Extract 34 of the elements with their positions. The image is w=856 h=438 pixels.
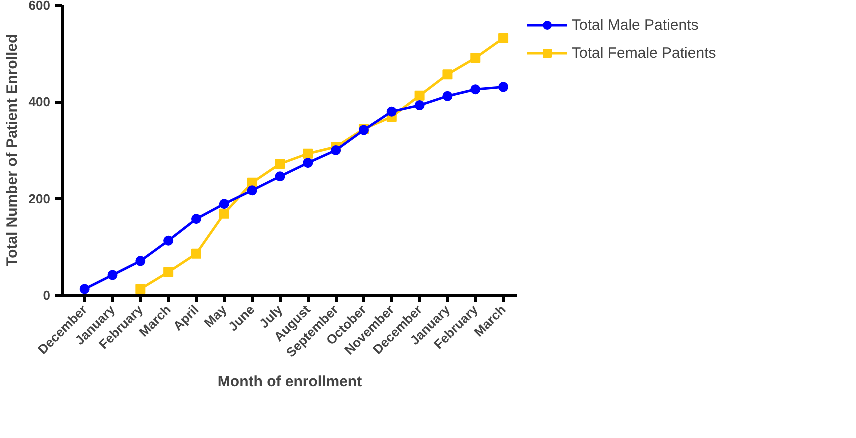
point [136,284,146,294]
point [164,267,174,278]
point [442,91,453,102]
point [108,270,118,280]
point [136,256,146,266]
point [498,33,509,44]
point [219,199,230,210]
point [386,106,397,117]
x-tick-label: May [201,302,230,331]
point [80,284,90,294]
point [164,236,174,246]
y-axis-title: Total Number of Patient Enrolled [4,34,21,267]
y-tick-label: 200 [28,191,51,206]
point [275,172,286,182]
point [191,214,202,224]
point [191,248,202,259]
point [414,100,425,111]
point [331,146,342,156]
y-tick-label: 400 [28,94,51,110]
point [303,158,314,168]
point [442,70,453,80]
y-tick-label: 600 [28,0,51,13]
x-axis-title: Month of enrollment [218,374,362,391]
point [219,208,230,219]
point [414,90,425,101]
point [275,159,286,170]
point [470,53,481,64]
point [470,84,481,95]
point [247,186,258,196]
point [498,82,509,92]
legend-label: Total Female Patients [572,44,716,62]
y-tick-label: 0 [43,288,51,303]
legend-label: Total Male Patients [572,16,699,34]
point [303,148,314,159]
